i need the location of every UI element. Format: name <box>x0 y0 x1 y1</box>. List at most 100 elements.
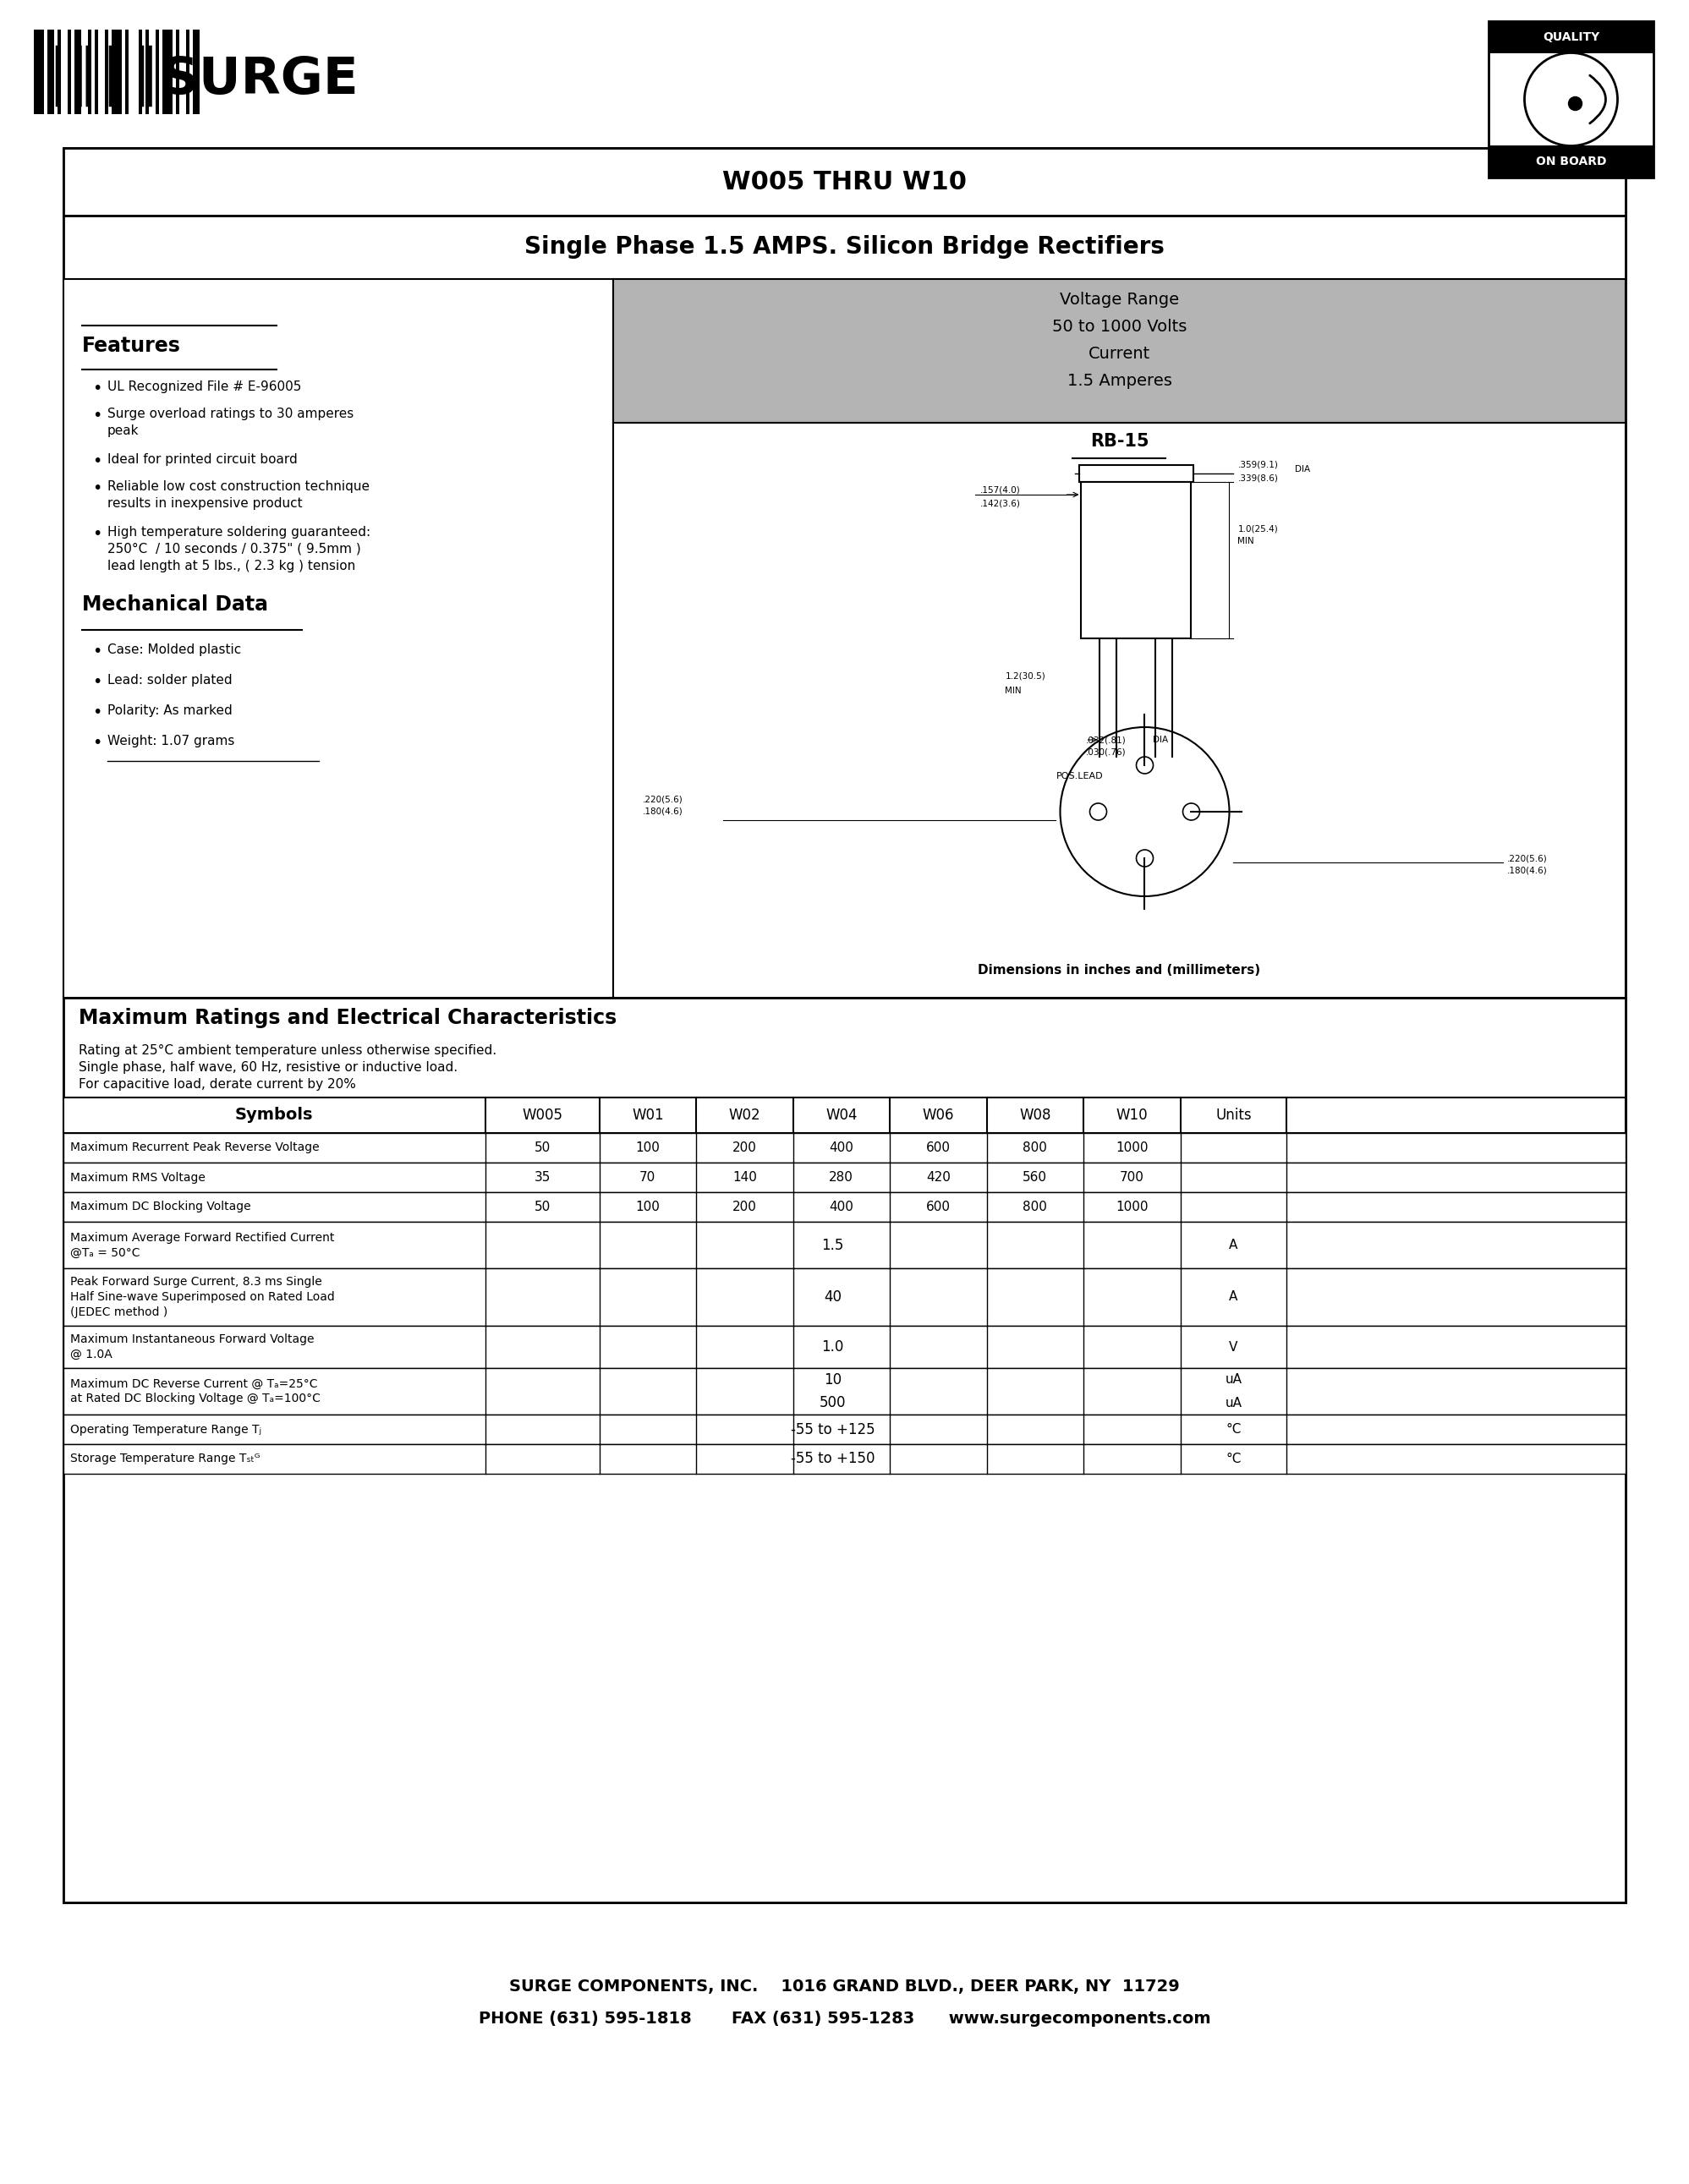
Text: 10: 10 <box>824 1372 841 1387</box>
Text: .359(9.1): .359(9.1) <box>1238 461 1279 470</box>
Bar <box>64 1269 1625 1326</box>
Bar <box>193 31 199 114</box>
Text: •: • <box>93 703 101 721</box>
Text: Maximum RMS Voltage: Maximum RMS Voltage <box>71 1171 206 1184</box>
Bar <box>613 280 1625 424</box>
Bar <box>64 149 1625 216</box>
Text: 500: 500 <box>819 1396 846 1411</box>
Text: .180(4.6): .180(4.6) <box>644 808 682 817</box>
Text: 200: 200 <box>733 1201 757 1214</box>
Text: 400: 400 <box>829 1201 853 1214</box>
Text: •: • <box>93 734 101 751</box>
Text: 50: 50 <box>534 1201 551 1214</box>
Text: .157(4.0): .157(4.0) <box>980 487 1020 494</box>
Text: 400: 400 <box>829 1142 853 1153</box>
Text: .180(4.6): .180(4.6) <box>1507 867 1547 876</box>
Text: Maximum Ratings and Electrical Characteristics: Maximum Ratings and Electrical Character… <box>79 1007 616 1029</box>
Bar <box>162 31 172 114</box>
Text: Maximum Average Forward Rectified Current
@Tₐ = 50°C: Maximum Average Forward Rectified Curren… <box>71 1232 334 1258</box>
Text: 1000: 1000 <box>1116 1201 1149 1214</box>
Text: 560: 560 <box>1024 1171 1047 1184</box>
Text: 600: 600 <box>926 1142 951 1153</box>
Text: •: • <box>93 380 101 397</box>
Text: W01: W01 <box>632 1107 664 1123</box>
Bar <box>88 31 91 114</box>
Text: Features: Features <box>83 336 181 356</box>
Text: •: • <box>93 408 101 424</box>
Text: 1.0: 1.0 <box>821 1339 844 1354</box>
Bar <box>1488 22 1654 177</box>
Bar <box>111 31 122 114</box>
Bar <box>64 1221 1625 1269</box>
Text: W005 THRU W10: W005 THRU W10 <box>723 170 966 194</box>
Text: MIN: MIN <box>1238 537 1255 546</box>
Bar <box>74 31 81 114</box>
Text: 800: 800 <box>1024 1142 1047 1153</box>
Text: Polarity: As marked: Polarity: As marked <box>108 703 233 716</box>
Text: Mechanical Data: Mechanical Data <box>83 594 269 614</box>
Text: Storage Temperature Range Tₛₜᴳ: Storage Temperature Range Tₛₜᴳ <box>71 1452 260 1465</box>
Text: Rating at 25°C ambient temperature unless otherwise specified.: Rating at 25°C ambient temperature unles… <box>79 1044 497 1057</box>
Text: PHONE (631) 595-1818       FAX (631) 595-1283      www.surgecomponents.com: PHONE (631) 595-1818 FAX (631) 595-1283 … <box>478 2011 1211 2027</box>
Text: Single Phase 1.5 AMPS. Silicon Bridge Rectifiers: Single Phase 1.5 AMPS. Silicon Bridge Re… <box>524 236 1165 260</box>
Text: SURGE COMPONENTS, INC.    1016 GRAND BLVD., DEER PARK, NY  11729: SURGE COMPONENTS, INC. 1016 GRAND BLVD.,… <box>510 1979 1179 1994</box>
Bar <box>155 31 159 114</box>
Bar <box>68 31 71 114</box>
Text: A: A <box>1230 1238 1238 1251</box>
Text: -55 to +125: -55 to +125 <box>790 1422 875 1437</box>
Text: UL Recognized File # E-96005: UL Recognized File # E-96005 <box>108 380 301 393</box>
Text: ║║║║SURGE: ║║║║SURGE <box>39 46 360 107</box>
Bar <box>64 998 1625 1902</box>
Text: °C: °C <box>1226 1452 1241 1465</box>
Bar <box>47 31 54 114</box>
Bar <box>64 216 1625 280</box>
Text: DIA: DIA <box>1295 465 1311 474</box>
Text: W08: W08 <box>1018 1107 1051 1123</box>
Text: -55 to +150: -55 to +150 <box>790 1452 875 1468</box>
Text: Weight: 1.07 grams: Weight: 1.07 grams <box>108 734 235 747</box>
Bar <box>613 424 1625 998</box>
Text: 700: 700 <box>1120 1171 1143 1184</box>
Bar <box>64 1099 1625 1133</box>
Text: QUALITY: QUALITY <box>1542 31 1599 44</box>
Text: Units: Units <box>1216 1107 1252 1123</box>
Bar <box>176 31 179 114</box>
Text: Maximum DC Blocking Voltage: Maximum DC Blocking Voltage <box>71 1201 252 1212</box>
Bar <box>145 31 149 114</box>
Text: .030(.76): .030(.76) <box>1086 749 1127 756</box>
Text: .220(5.6): .220(5.6) <box>644 795 682 804</box>
Text: 800: 800 <box>1024 1201 1047 1214</box>
Bar <box>64 149 1625 1902</box>
Text: DIA: DIA <box>1154 736 1169 745</box>
Text: Reliable low cost construction technique
results in inexpensive product: Reliable low cost construction technique… <box>108 480 370 509</box>
Text: 35: 35 <box>534 1171 551 1184</box>
Text: 1000: 1000 <box>1116 1142 1149 1153</box>
Text: W04: W04 <box>826 1107 858 1123</box>
Text: Maximum Recurrent Peak Reverse Voltage: Maximum Recurrent Peak Reverse Voltage <box>71 1142 319 1153</box>
Text: For capacitive load, derate current by 20%: For capacitive load, derate current by 2… <box>79 1079 356 1090</box>
Text: •: • <box>93 480 101 496</box>
Bar <box>64 1444 1625 1474</box>
Text: .142(3.6): .142(3.6) <box>980 498 1020 507</box>
Text: V: V <box>1230 1341 1238 1354</box>
Bar <box>64 280 613 998</box>
Text: Maximum Instantaneous Forward Voltage
@ 1.0A: Maximum Instantaneous Forward Voltage @ … <box>71 1334 314 1361</box>
Text: MIN: MIN <box>1005 686 1022 695</box>
Text: W02: W02 <box>728 1107 760 1123</box>
Text: W06: W06 <box>922 1107 954 1123</box>
Text: Voltage Range: Voltage Range <box>1059 293 1179 308</box>
Text: Dimensions in inches and (millimeters): Dimensions in inches and (millimeters) <box>978 963 1260 976</box>
Text: Operating Temperature Range Tⱼ: Operating Temperature Range Tⱼ <box>71 1424 262 1435</box>
Text: A: A <box>1230 1291 1238 1304</box>
Text: RB-15: RB-15 <box>1089 432 1149 450</box>
Text: ON BOARD: ON BOARD <box>1535 155 1606 168</box>
Text: Ideal for printed circuit board: Ideal for printed circuit board <box>108 454 297 465</box>
Text: 100: 100 <box>635 1201 660 1214</box>
Text: 280: 280 <box>829 1171 853 1184</box>
Text: 1.2(30.5): 1.2(30.5) <box>1005 673 1045 681</box>
Text: High temperature soldering guaranteed:
250°C  / 10 seconds / 0.375" ( 9.5mm )
le: High temperature soldering guaranteed: 2… <box>108 526 370 572</box>
Text: Single phase, half wave, 60 Hz, resistive or inductive load.: Single phase, half wave, 60 Hz, resistiv… <box>79 1061 458 1075</box>
Bar <box>1079 465 1194 483</box>
Text: Case: Molded plastic: Case: Molded plastic <box>108 644 242 655</box>
Bar <box>138 31 142 114</box>
